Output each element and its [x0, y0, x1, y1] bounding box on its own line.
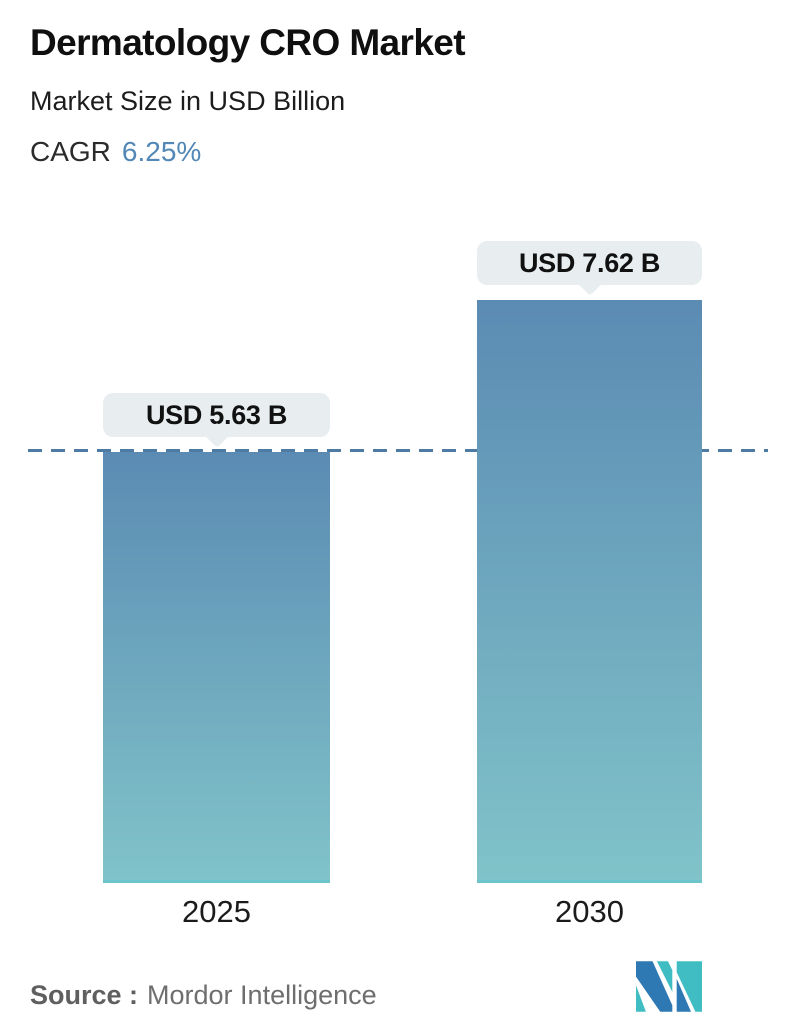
reference-dashed-line [28, 449, 768, 453]
logo-teal-corner [636, 985, 646, 1012]
cagr-row: CAGR 6.25% [30, 136, 201, 168]
logo-blue-band [636, 961, 673, 1012]
source-line: Source : Mordor Intelligence [30, 980, 377, 1011]
logo-teal-right [676, 961, 702, 1012]
mordor-intelligence-logo [636, 961, 702, 1012]
chart-subtitle: Market Size in USD Billion [30, 86, 346, 116]
source-label: Source : [30, 980, 139, 1010]
value-tooltip-2025: USD 5.63 B [103, 393, 330, 438]
source-value: Mordor Intelligence [147, 980, 377, 1010]
cagr-value: 6.25% [121, 136, 202, 167]
value-tooltip-2030: USD 7.62 B [477, 241, 702, 285]
category-label-2030: 2030 [555, 894, 624, 929]
bar-2025 [103, 452, 330, 883]
page-title: Dermatology CRO Market [30, 22, 466, 63]
cagr-label: CAGR [30, 136, 111, 167]
bar-2030 [477, 300, 702, 883]
logo-blue-triangle [676, 978, 691, 1012]
category-label-2025: 2025 [182, 894, 251, 929]
